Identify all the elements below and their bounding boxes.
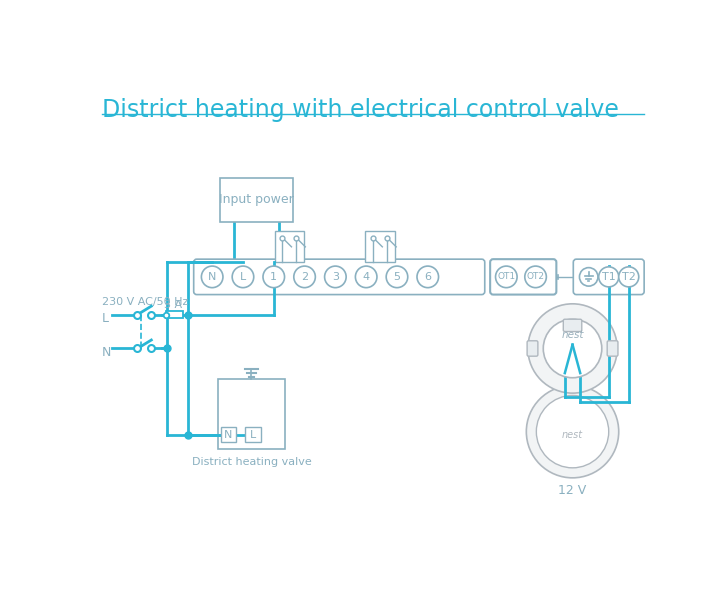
Circle shape <box>526 386 619 478</box>
Text: District heating with electrical control valve: District heating with electrical control… <box>102 98 619 122</box>
Text: nest: nest <box>562 431 583 441</box>
Circle shape <box>232 266 254 287</box>
FancyBboxPatch shape <box>194 259 485 295</box>
Circle shape <box>496 266 517 287</box>
Circle shape <box>325 266 346 287</box>
Text: 4: 4 <box>363 272 370 282</box>
Circle shape <box>619 267 638 287</box>
Text: District heating valve: District heating valve <box>191 457 312 467</box>
Circle shape <box>528 304 617 393</box>
Text: L: L <box>250 429 256 440</box>
Text: N: N <box>224 429 232 440</box>
Circle shape <box>537 396 609 468</box>
Bar <box>274 232 304 262</box>
Circle shape <box>355 266 377 287</box>
Text: 230 V AC/50 Hz: 230 V AC/50 Hz <box>102 297 189 307</box>
Text: 12 V: 12 V <box>558 485 587 497</box>
Text: N: N <box>102 346 111 359</box>
Circle shape <box>263 266 285 287</box>
FancyBboxPatch shape <box>574 259 644 295</box>
Circle shape <box>417 266 438 287</box>
Circle shape <box>294 266 315 287</box>
Text: OT1: OT1 <box>497 273 515 282</box>
FancyBboxPatch shape <box>490 259 556 295</box>
Circle shape <box>598 267 619 287</box>
Text: Input power: Input power <box>219 194 294 206</box>
Text: 1: 1 <box>270 272 277 282</box>
FancyBboxPatch shape <box>563 319 582 331</box>
Text: 5: 5 <box>393 272 400 282</box>
Text: 2: 2 <box>301 272 308 282</box>
Text: L: L <box>102 312 109 325</box>
Bar <box>166 311 183 318</box>
Text: 3 A: 3 A <box>164 301 182 310</box>
Circle shape <box>525 266 546 287</box>
Circle shape <box>543 319 602 378</box>
Bar <box>220 178 293 222</box>
Circle shape <box>579 268 598 286</box>
Bar <box>218 380 285 448</box>
Text: nest: nest <box>561 330 584 340</box>
Bar <box>365 232 395 262</box>
Text: T2: T2 <box>622 272 636 282</box>
Text: 6: 6 <box>424 272 431 282</box>
Bar <box>221 427 236 443</box>
Text: OT2: OT2 <box>526 273 545 282</box>
Text: T1: T1 <box>602 272 616 282</box>
FancyBboxPatch shape <box>527 341 538 356</box>
Circle shape <box>386 266 408 287</box>
FancyBboxPatch shape <box>607 341 618 356</box>
Text: 3: 3 <box>332 272 339 282</box>
Text: N: N <box>208 272 216 282</box>
Text: L: L <box>240 272 246 282</box>
Bar <box>245 427 261 443</box>
Circle shape <box>202 266 223 287</box>
